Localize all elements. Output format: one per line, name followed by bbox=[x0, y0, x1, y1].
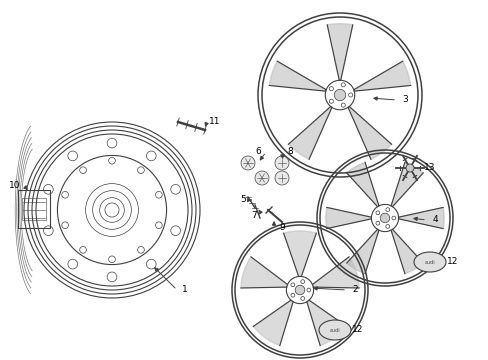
Text: 9: 9 bbox=[279, 224, 285, 233]
Ellipse shape bbox=[413, 252, 445, 272]
Text: 13: 13 bbox=[424, 163, 435, 172]
Polygon shape bbox=[326, 24, 352, 80]
Circle shape bbox=[405, 164, 413, 172]
Text: 8: 8 bbox=[286, 148, 292, 157]
Text: 6: 6 bbox=[255, 148, 260, 157]
Text: 5: 5 bbox=[240, 195, 245, 204]
Polygon shape bbox=[253, 300, 292, 346]
Polygon shape bbox=[390, 229, 423, 274]
Text: 10: 10 bbox=[9, 180, 20, 189]
Polygon shape bbox=[306, 300, 346, 346]
Text: 12: 12 bbox=[447, 257, 458, 266]
Text: 1: 1 bbox=[182, 285, 187, 294]
Text: audi: audi bbox=[329, 328, 340, 333]
Polygon shape bbox=[390, 162, 423, 207]
Polygon shape bbox=[325, 207, 371, 229]
Circle shape bbox=[380, 213, 389, 223]
Polygon shape bbox=[346, 229, 378, 274]
Polygon shape bbox=[288, 107, 331, 159]
Ellipse shape bbox=[318, 320, 350, 340]
Text: 7: 7 bbox=[251, 211, 256, 220]
Polygon shape bbox=[398, 207, 443, 229]
Text: 4: 4 bbox=[431, 216, 437, 225]
Polygon shape bbox=[283, 231, 316, 276]
Text: 11: 11 bbox=[209, 117, 220, 126]
Polygon shape bbox=[353, 61, 410, 91]
Text: 12: 12 bbox=[351, 325, 363, 334]
Circle shape bbox=[295, 285, 304, 295]
Circle shape bbox=[274, 171, 288, 185]
Circle shape bbox=[241, 156, 254, 170]
Polygon shape bbox=[269, 61, 325, 91]
Text: 2: 2 bbox=[351, 285, 357, 294]
Circle shape bbox=[334, 89, 345, 101]
Polygon shape bbox=[312, 257, 358, 288]
Polygon shape bbox=[241, 257, 287, 288]
Text: audi: audi bbox=[424, 260, 434, 265]
Polygon shape bbox=[346, 162, 378, 207]
Circle shape bbox=[274, 156, 288, 170]
Circle shape bbox=[254, 171, 268, 185]
Polygon shape bbox=[347, 107, 391, 159]
Text: 3: 3 bbox=[401, 95, 407, 104]
